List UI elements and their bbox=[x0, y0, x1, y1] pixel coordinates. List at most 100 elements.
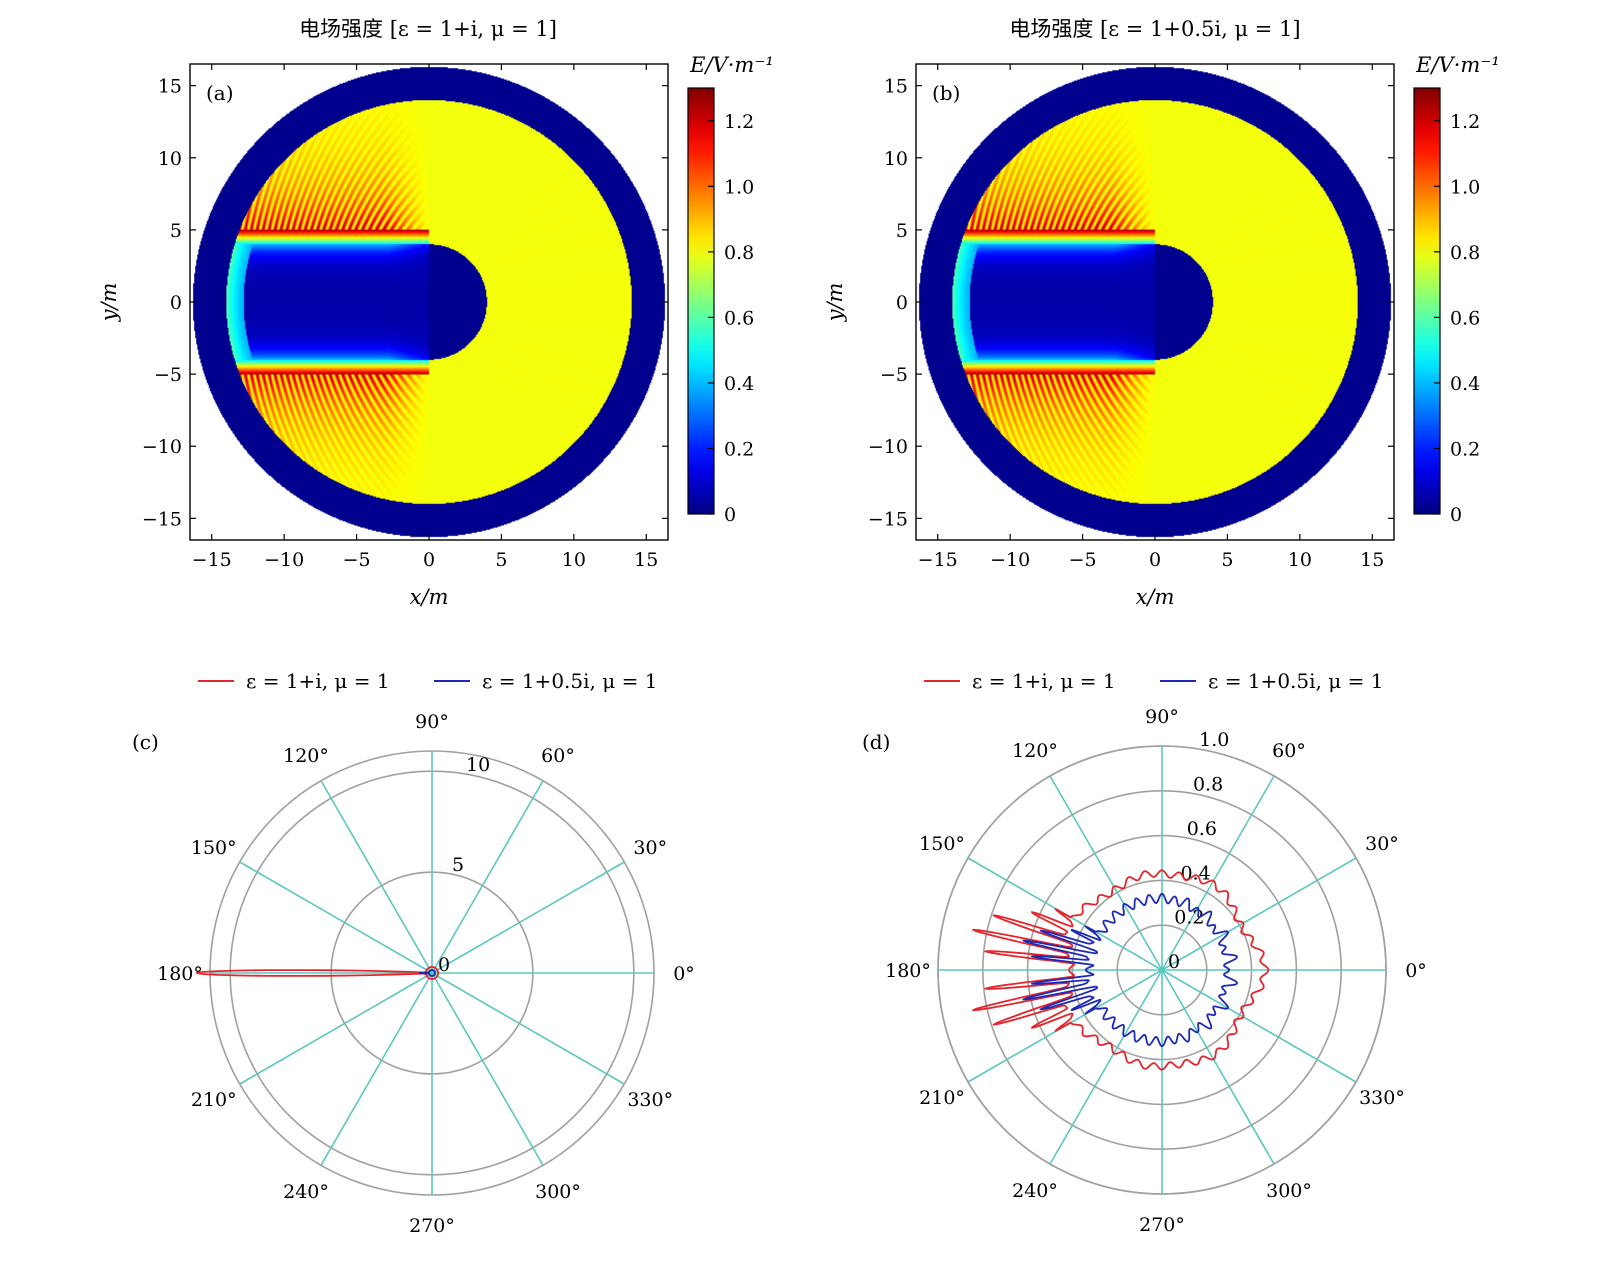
polar-spoke bbox=[320, 780, 433, 974]
y-tick-label: −15 bbox=[142, 508, 182, 530]
colorbar-tick-label: 0.8 bbox=[1450, 242, 1480, 264]
y-axis-label-a: y/m bbox=[97, 283, 121, 323]
y-tick-label: −15 bbox=[868, 508, 908, 530]
field-map-a bbox=[190, 64, 668, 540]
polar-spoke bbox=[431, 780, 544, 974]
angle-label: 330° bbox=[1359, 1087, 1405, 1109]
angle-label: 90° bbox=[415, 711, 449, 733]
chart-title-b: 电场强度 [ε = 1+0.5i, μ = 1] bbox=[1009, 17, 1300, 41]
angle-label: 60° bbox=[1272, 740, 1306, 762]
polar-spoke bbox=[431, 861, 625, 974]
ring-label: 0.8 bbox=[1193, 774, 1223, 796]
polar-spoke bbox=[239, 972, 433, 1085]
colorbar-tick-label: 1.2 bbox=[724, 111, 754, 133]
angle-label: 300° bbox=[1266, 1180, 1312, 1202]
x-tick-label: −10 bbox=[264, 549, 304, 571]
ring-label: 1.0 bbox=[1199, 729, 1229, 751]
panel-label-a: (a) bbox=[206, 81, 234, 105]
polar-spoke bbox=[1161, 969, 1275, 1165]
x-tick-label: 10 bbox=[1288, 549, 1312, 571]
x-tick-label: 5 bbox=[1221, 549, 1233, 571]
polar-spoke bbox=[320, 972, 433, 1166]
colorbar-tick-label: 1.0 bbox=[1450, 176, 1480, 198]
panel-c: ε = 1+i, μ = 1 ε = 1+0.5i, μ = 1 (c) 0 5 10 0°… bbox=[132, 669, 695, 1237]
ring-label: 0.4 bbox=[1180, 862, 1210, 884]
colorbar-tick-label: 0.8 bbox=[724, 242, 754, 264]
legend-label-1: ε = 1+0.5i, μ = 1 bbox=[1208, 669, 1383, 693]
polar-spoke bbox=[431, 972, 544, 1166]
x-tick-label: −5 bbox=[1069, 549, 1097, 571]
angle-label: 210° bbox=[919, 1087, 965, 1109]
x-tick-label: 15 bbox=[1360, 549, 1384, 571]
x-axis-label-b: x/m bbox=[1136, 585, 1175, 609]
angle-label: 0° bbox=[1405, 960, 1427, 982]
angle-label: 300° bbox=[535, 1181, 581, 1203]
colorbar-b bbox=[1413, 87, 1441, 515]
polar-spoke bbox=[431, 972, 625, 1085]
polar-spoke bbox=[1049, 775, 1163, 971]
colorbar-tick-label: 0.2 bbox=[1450, 438, 1480, 460]
colorbar-a bbox=[687, 87, 715, 515]
y-tick-label: 15 bbox=[158, 76, 182, 98]
angle-label: 120° bbox=[283, 745, 329, 767]
chart-title-a: 电场强度 [ε = 1+i, μ = 1] bbox=[299, 17, 557, 41]
angle-label: 60° bbox=[541, 745, 575, 767]
ring-label: 0 bbox=[1168, 951, 1180, 973]
polar-spoke bbox=[1161, 969, 1357, 1083]
y-axis-label-b: y/m bbox=[823, 283, 847, 323]
x-axis-label-a: x/m bbox=[410, 585, 449, 609]
angle-label: 150° bbox=[191, 837, 237, 859]
panel-label-d: (d) bbox=[862, 730, 890, 754]
angle-label: 30° bbox=[1365, 833, 1399, 855]
panel-d: ε = 1+i, μ = 1 ε = 1+0.5i, μ = 1 (d) 0 0.2 0.… bbox=[862, 669, 1427, 1236]
series-curve-1 bbox=[418, 969, 436, 977]
colorbar-tick-label: 0.4 bbox=[724, 373, 754, 395]
angle-label: 0° bbox=[673, 963, 695, 985]
polar-spoke bbox=[1161, 857, 1357, 971]
colorbar-tick-label: 0.6 bbox=[1450, 307, 1480, 329]
angle-label: 330° bbox=[627, 1089, 673, 1111]
angle-label: 30° bbox=[633, 837, 667, 859]
y-tick-label: −10 bbox=[142, 436, 182, 458]
series-curve-0 bbox=[972, 869, 1270, 1071]
ring-label: 10 bbox=[466, 754, 490, 776]
legend-label-0: ε = 1+i, μ = 1 bbox=[246, 669, 390, 693]
panel-label-b: (b) bbox=[932, 81, 960, 105]
polar-spoke bbox=[1161, 775, 1275, 971]
legend-label-0: ε = 1+i, μ = 1 bbox=[972, 669, 1116, 693]
colorbar-tick-label: 1.2 bbox=[1450, 111, 1480, 133]
panel-b: 电场强度 [ε = 1+0.5i, μ = 1] −15 −10 −5 0 5 10 15 −1… bbox=[823, 17, 1500, 609]
angle-label: 240° bbox=[1012, 1180, 1058, 1202]
angle-label: 270° bbox=[409, 1215, 455, 1237]
legend-label-1: ε = 1+0.5i, μ = 1 bbox=[482, 669, 657, 693]
x-tick-label: −15 bbox=[192, 549, 232, 571]
y-tick-label: −10 bbox=[868, 436, 908, 458]
colorbar-tick-label: 0 bbox=[1450, 504, 1462, 526]
colorbar-tick-label: 0 bbox=[724, 504, 736, 526]
colorbar-tick-label: 1.0 bbox=[724, 176, 754, 198]
x-tick-label: 15 bbox=[634, 549, 658, 571]
colorbar-tick-label: 0.6 bbox=[724, 307, 754, 329]
y-tick-label: −5 bbox=[880, 364, 908, 386]
series-curve-1 bbox=[1022, 892, 1238, 1048]
x-tick-label: 0 bbox=[1149, 549, 1161, 571]
angle-label: 180° bbox=[157, 963, 203, 985]
ring-label: 0.6 bbox=[1187, 818, 1217, 840]
angle-label: 270° bbox=[1139, 1214, 1185, 1236]
x-tick-label: 0 bbox=[423, 549, 435, 571]
angle-label: 240° bbox=[283, 1181, 329, 1203]
panel-label-c: (c) bbox=[132, 730, 159, 754]
angle-label: 180° bbox=[885, 960, 931, 982]
ring-label: 5 bbox=[452, 854, 464, 876]
ring-label: 0.2 bbox=[1174, 907, 1204, 929]
y-tick-label: 0 bbox=[896, 292, 908, 314]
y-tick-label: 10 bbox=[884, 148, 908, 170]
field-map-b bbox=[916, 64, 1394, 540]
polar-spoke bbox=[1049, 969, 1163, 1165]
y-tick-label: 15 bbox=[884, 76, 908, 98]
x-tick-label: 10 bbox=[562, 549, 586, 571]
colorbar-label-b: E/V·m⁻¹ bbox=[1415, 53, 1500, 77]
angle-label: 120° bbox=[1012, 740, 1058, 762]
series-curve-0 bbox=[195, 966, 440, 980]
y-tick-label: 0 bbox=[170, 292, 182, 314]
